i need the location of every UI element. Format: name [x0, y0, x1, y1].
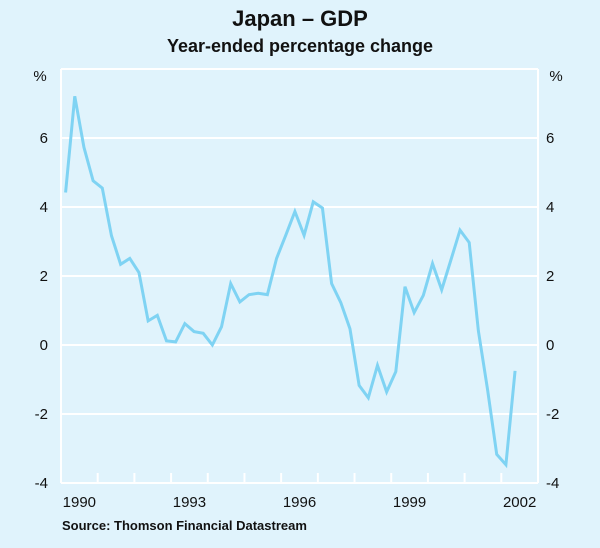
y-axis-unit-left: %	[33, 68, 46, 85]
y-tick-label-right: 0	[546, 337, 554, 354]
x-tick-label: 1999	[393, 494, 426, 511]
y-tick-label-left: 4	[40, 199, 48, 216]
x-tick-label: 1996	[283, 494, 316, 511]
x-tick-label: 2002	[503, 494, 536, 511]
y-tick-label-right: 6	[546, 130, 554, 147]
y-tick-label-right: -2	[546, 406, 559, 423]
y-tick-label-left: 6	[40, 130, 48, 147]
y-tick-label-right: 2	[546, 268, 554, 285]
y-tick-label-left: 0	[40, 337, 48, 354]
y-tick-label-right: 4	[546, 199, 554, 216]
x-tick-label: 1993	[173, 494, 206, 511]
series-line	[64, 95, 517, 469]
y-tick-label-left: 2	[40, 268, 48, 285]
chart-title: Japan – GDP	[232, 6, 368, 31]
y-axis-unit-right: %	[549, 68, 562, 85]
chart-subtitle: Year-ended percentage change	[166, 36, 434, 56]
y-tick-label-right: -4	[546, 475, 559, 492]
y-tick-label-left: -4	[35, 475, 48, 492]
source-note: Source: Thomson Financial Datastream	[62, 518, 307, 533]
x-tick-label: 1990	[63, 494, 96, 511]
y-tick-label-left: -2	[35, 406, 48, 423]
